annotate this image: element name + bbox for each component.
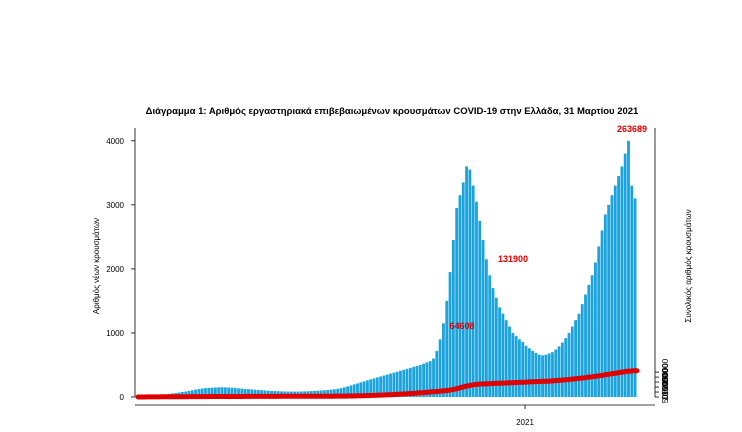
bar — [568, 333, 571, 397]
y-tick-label: 3000 — [106, 201, 124, 210]
bar — [521, 342, 524, 397]
bar — [465, 166, 468, 397]
bar — [452, 240, 455, 397]
bars-layer — [138, 141, 637, 397]
bar — [478, 221, 481, 397]
annotation-mid: 131900 — [498, 254, 528, 264]
bar — [528, 348, 531, 397]
bar — [564, 338, 567, 397]
bar — [518, 339, 521, 397]
bar — [442, 323, 445, 397]
x-tick-label: 2021 — [516, 418, 534, 427]
bar — [630, 186, 633, 397]
bar — [558, 346, 561, 397]
bar — [511, 333, 514, 397]
bar — [551, 352, 554, 397]
bar — [587, 285, 590, 397]
bar — [581, 304, 584, 397]
bar — [485, 259, 488, 397]
annotation-total: 263689 — [617, 124, 647, 134]
bar — [584, 295, 587, 397]
bar — [525, 346, 528, 397]
bar — [617, 176, 620, 397]
y-tick-label: 2000 — [106, 265, 124, 274]
bar — [475, 202, 478, 397]
y-axis-ticks: 0 1000 2000 3000 4000 — [106, 137, 135, 402]
y2-axis-title: Συνολικός αριθμός κρουσμάτων — [684, 209, 693, 322]
bar — [620, 166, 623, 397]
bar — [462, 182, 465, 397]
bar — [611, 195, 614, 397]
chart-title: Διάγραμμα 1: Αριθμός εργαστηριακά επιβεβ… — [146, 106, 639, 117]
bar — [449, 272, 452, 397]
bar — [455, 208, 458, 397]
annotation-early: 64608 — [449, 321, 474, 331]
bar — [578, 314, 581, 397]
bar — [508, 327, 511, 397]
bar — [601, 230, 604, 397]
y-tick-label: 4000 — [106, 137, 124, 146]
bar — [472, 186, 475, 397]
bar — [571, 327, 574, 397]
bar — [607, 205, 610, 397]
bar — [627, 141, 630, 397]
bar — [614, 186, 617, 397]
bar — [535, 353, 538, 397]
bar — [548, 353, 551, 397]
bar — [544, 355, 547, 397]
bar — [492, 288, 495, 397]
bar — [604, 214, 607, 397]
bar — [634, 198, 637, 397]
bar — [459, 195, 462, 397]
bar — [574, 320, 577, 397]
y-tick-label: 0 — [120, 393, 125, 402]
bar — [538, 355, 541, 397]
bar — [488, 275, 491, 397]
bar — [482, 240, 485, 397]
y2-tick-label: 250000 — [661, 358, 670, 385]
bar — [541, 355, 544, 397]
bar — [439, 339, 442, 397]
x-tick-2021: 2021 — [516, 405, 534, 427]
bar — [468, 170, 471, 397]
bar — [515, 336, 518, 397]
y-axis-title: Αριθμός νέων κρουσμάτων — [92, 218, 101, 314]
bar — [531, 351, 534, 397]
bar — [554, 350, 557, 397]
bar — [561, 343, 564, 397]
bar — [445, 301, 448, 397]
bar — [624, 154, 627, 397]
y-tick-label: 1000 — [106, 329, 124, 338]
